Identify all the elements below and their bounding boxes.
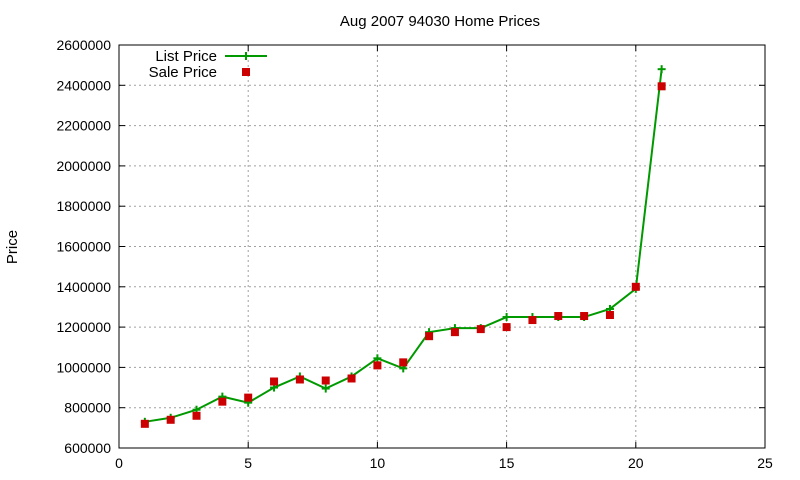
sale-price-point [399, 358, 408, 367]
x-tick-label: 15 [499, 455, 515, 471]
sale-price-point [347, 374, 356, 383]
list-price-point [373, 354, 382, 363]
sale-price-point [166, 415, 175, 424]
y-tick-label: 1000000 [56, 359, 111, 375]
x-tick-label: 5 [244, 455, 252, 471]
y-tick-label: 2000000 [56, 158, 111, 174]
chart-title: Aug 2007 94030 Home Prices [340, 13, 540, 30]
y-tick-label: 2200000 [56, 118, 111, 134]
sale-price-point [450, 328, 459, 337]
x-tick-label: 20 [628, 455, 644, 471]
legend: List Price Sale Price [149, 48, 267, 81]
y-tick-label: 2600000 [56, 37, 111, 53]
series-layer [140, 65, 666, 428]
y-tick-label: 1400000 [56, 279, 111, 295]
list-price-point [321, 384, 330, 393]
legend-label-list-price: List Price [155, 48, 217, 65]
legend-label-sale-price: Sale Price [149, 64, 217, 81]
sale-price-point [373, 361, 382, 370]
y-tick-label: 800000 [64, 400, 111, 416]
sale-price-point [605, 311, 614, 320]
sale-price-point [580, 312, 589, 321]
list-price-point [502, 313, 511, 322]
sale-price-point [476, 325, 485, 334]
y-tick-label: 2400000 [56, 77, 111, 93]
sale-price-point [295, 375, 304, 384]
sale-price-point [631, 282, 640, 291]
y-tick-label: 1800000 [56, 198, 111, 214]
sale-price-point [502, 323, 511, 332]
sale-price-point [425, 332, 434, 341]
y-tick-label: 600000 [64, 440, 111, 456]
sale-price-point [270, 377, 279, 386]
sale-price-point [554, 312, 563, 321]
sale-price-point [244, 393, 253, 402]
sale-price-point [657, 82, 666, 91]
legend-square-sale-price [242, 68, 250, 76]
grid [119, 45, 765, 448]
y-axis-label: Price [4, 230, 21, 264]
sale-price-point [528, 316, 537, 325]
axis-ticks: 0 5 10 15 20 25 600000 800000 1000000 1200000 1400… [56, 37, 773, 471]
sale-price-point [218, 397, 227, 406]
x-tick-label: 0 [115, 455, 123, 471]
sale-price-point [192, 411, 201, 420]
x-tick-label: 25 [757, 455, 773, 471]
sale-price-point [321, 376, 330, 385]
y-tick-label: 1200000 [56, 319, 111, 335]
sale-price-point [140, 419, 149, 428]
x-tick-label: 10 [370, 455, 386, 471]
list-price-point [657, 65, 666, 74]
plot-frame [118, 44, 766, 449]
legend-marks [225, 52, 267, 76]
y-tick-label: 1600000 [56, 239, 111, 255]
